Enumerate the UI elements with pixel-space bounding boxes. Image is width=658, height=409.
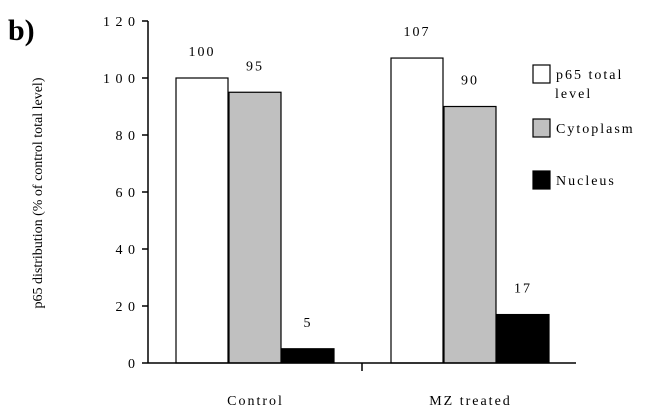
legend-swatch — [532, 64, 551, 84]
data-labels-group: 100 95 5 107 90 17 — [189, 25, 532, 331]
y-tick-label: 6 0 — [116, 186, 137, 201]
panel-label: b) — [8, 14, 35, 47]
data-label: 17 — [514, 282, 532, 297]
y-axis-label: p65 distribution (% of control total lev… — [31, 77, 46, 308]
x-category-label: Control — [227, 394, 284, 409]
y-tick-label: 2 0 — [116, 300, 137, 315]
bar-nucleus-control — [281, 348, 335, 364]
bar-cytoplasm-mz-treated — [443, 105, 497, 364]
data-label: 107 — [404, 25, 431, 40]
y-tick-label: 4 0 — [116, 243, 137, 258]
y-axis: 0 2 0 4 0 6 0 8 0 1 0 0 1 2 0 — [103, 15, 149, 372]
data-label: 100 — [189, 45, 216, 60]
x-axis: Control MZ treated — [148, 362, 576, 409]
legend-label: Nucleus — [556, 174, 616, 189]
bar-p65-total-level-mz-treated — [390, 57, 444, 364]
legend-swatch — [532, 118, 551, 138]
legend-label: Cytoplasm — [556, 122, 635, 137]
bar-nucleus-mz-treated — [496, 313, 550, 364]
y-tick-label: 8 0 — [116, 129, 137, 144]
legend-swatch — [532, 170, 551, 190]
x-category-label: MZ treated — [429, 394, 512, 409]
data-label: 90 — [461, 74, 479, 89]
bar-cytoplasm-control — [228, 91, 282, 364]
y-tick-label: 0 — [128, 357, 136, 372]
legend-label: level — [555, 87, 592, 102]
data-label: 95 — [246, 59, 264, 74]
bar-p65-total-level-control — [175, 77, 229, 364]
data-label: 5 — [304, 316, 313, 331]
legend: p65 total level Cytoplasm Nucleus — [532, 64, 635, 190]
y-tick-label: 1 2 0 — [103, 15, 136, 30]
bars-group — [175, 57, 550, 364]
y-tick-label: 1 0 0 — [103, 72, 136, 87]
legend-label: p65 total — [556, 68, 623, 83]
